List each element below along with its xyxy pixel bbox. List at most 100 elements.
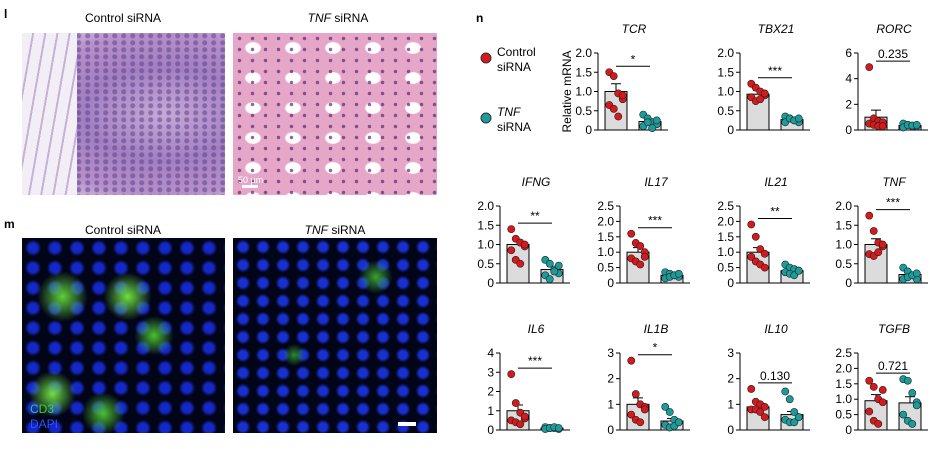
y-tick-label: 3	[607, 346, 614, 360]
data-point	[865, 211, 874, 220]
panel-letter: l	[4, 7, 7, 21]
y-tick-label: 4	[845, 72, 852, 86]
data-point	[520, 240, 529, 249]
caption: Control siRNA	[85, 11, 161, 25]
data-point	[747, 385, 756, 393]
data-point	[554, 424, 563, 432]
data-point	[545, 275, 554, 284]
data-point	[785, 395, 794, 404]
data-point	[665, 408, 674, 416]
y-tick-label: 1.0	[597, 245, 614, 259]
data-point	[756, 408, 765, 416]
data-point	[908, 389, 917, 397]
y-tick-label: 1.0	[835, 238, 852, 252]
y-tick-label: 2.0	[575, 46, 592, 60]
data-point	[756, 245, 765, 254]
data-point	[865, 407, 874, 416]
data-point	[794, 413, 803, 422]
y-tick-label: 0.5	[717, 104, 734, 118]
y-tick-label: 2.0	[835, 199, 852, 213]
data-point	[614, 112, 623, 121]
caption: TNF siRNA	[308, 11, 369, 25]
y-tick-label: 0.5	[575, 104, 592, 118]
data-point	[878, 240, 887, 249]
scale-bar	[398, 422, 416, 426]
caption-rest: siRNA	[331, 223, 365, 237]
significance-label: ***	[648, 214, 662, 228]
chart-title: IL10	[764, 322, 788, 336]
data-point	[747, 252, 756, 261]
y-tick-label: 4	[487, 346, 494, 360]
data-point	[869, 227, 878, 235]
data-point	[636, 260, 645, 269]
y-tick-label: 1.5	[477, 218, 494, 232]
y-tick-label: 6	[845, 46, 852, 60]
chart-title: TBX21	[758, 22, 795, 36]
data-point	[550, 267, 559, 276]
y-tick-label: 0.5	[717, 261, 734, 275]
data-point	[869, 382, 878, 391]
data-point	[643, 118, 652, 127]
error-bar	[611, 83, 621, 92]
y-tick-label: 0	[845, 276, 852, 290]
data-point	[751, 232, 760, 241]
data-point	[912, 120, 921, 129]
data-point	[865, 63, 874, 72]
chart-title: IL17	[644, 175, 669, 189]
data-point	[912, 401, 921, 410]
data-point	[878, 122, 887, 131]
y-tick-label: 0	[845, 123, 852, 137]
y-tick-label: 0	[487, 276, 494, 290]
data-point	[507, 225, 516, 233]
y-tick-label: 2.0	[717, 214, 734, 228]
legend-label: siRNA	[497, 60, 531, 74]
chart-title: IL6	[528, 322, 545, 336]
y-tick-label: 2.5	[717, 199, 734, 213]
significance-label: 0.130	[760, 369, 790, 383]
caption-italic: TNF	[308, 11, 332, 25]
y-tick-label: 0	[727, 423, 734, 437]
y-tick-label: 0.5	[477, 257, 494, 271]
y-tick-label: 1.0	[477, 238, 494, 252]
data-point	[648, 124, 657, 132]
data-point	[908, 419, 917, 428]
y-tick-label: 0	[607, 423, 614, 437]
y-tick-label: 1.5	[835, 218, 852, 232]
significance-label: ***	[528, 354, 542, 368]
legend-label: Control	[497, 45, 536, 59]
y-tick-label: 0.5	[597, 261, 614, 275]
stain-label: CD3	[30, 402, 54, 416]
data-point	[760, 402, 769, 411]
panel-letter: m	[4, 217, 15, 231]
significance-label: **	[770, 204, 780, 218]
y-tick-label: 2.0	[477, 199, 494, 213]
y-tick-label: 1.5	[597, 230, 614, 244]
significance-label: **	[530, 209, 540, 223]
data-point	[511, 399, 520, 407]
caption-italic: TNF	[305, 223, 329, 237]
significance-label: ***	[768, 64, 782, 78]
legend-label: siRNA	[497, 120, 531, 134]
y-tick-label: 1.0	[717, 245, 734, 259]
scale-label: 50 µm	[238, 175, 263, 185]
data-point	[760, 263, 769, 272]
significance-label: 0.721	[878, 359, 908, 373]
chart-title: IL21	[764, 175, 787, 189]
y-tick-label: 2	[487, 385, 494, 399]
chart-title: TGFB	[878, 322, 910, 336]
data-point	[627, 356, 636, 365]
data-point	[865, 376, 874, 385]
y-tick-label: 0	[727, 276, 734, 290]
data-point	[903, 376, 912, 385]
data-point	[636, 242, 645, 250]
data-point	[756, 95, 765, 104]
data-point	[516, 420, 525, 429]
y-tick-label: 1.0	[835, 392, 852, 406]
fluorescence-tnf	[233, 238, 437, 433]
data-point	[618, 91, 627, 100]
y-tick-label: 0	[487, 423, 494, 437]
y-tick-label: 0	[585, 123, 592, 137]
y-tick-label: 2	[727, 372, 734, 386]
